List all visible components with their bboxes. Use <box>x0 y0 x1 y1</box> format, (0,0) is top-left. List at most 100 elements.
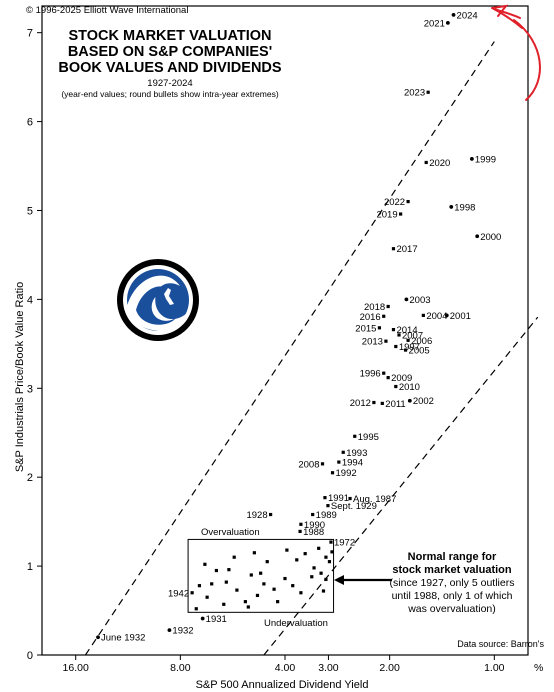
data-point <box>299 522 303 526</box>
data-point <box>394 344 398 349</box>
y-tick-label: 3 <box>27 383 33 395</box>
point-label: 2011 <box>385 399 405 410</box>
point-label: 2007 <box>402 330 423 341</box>
data-point <box>424 160 428 165</box>
normal-range-note-1: (since 1927, only 5 outliers <box>390 577 515 589</box>
chart-title: STOCK MARKET VALUATION BASED ON S&P COMP… <box>58 28 281 99</box>
data-point <box>386 304 390 309</box>
data-source: Data source: Barron's <box>457 639 544 649</box>
data-points <box>96 12 480 640</box>
data-point <box>451 12 456 17</box>
x-tick-label: 3.00 <box>318 662 339 674</box>
point-label: 2013 <box>362 337 383 348</box>
data-point <box>200 616 205 621</box>
data-point <box>298 529 302 534</box>
y-tick-label: 5 <box>27 205 33 217</box>
overvaluation-label: Overvaluation <box>201 527 260 538</box>
data-point <box>167 628 172 633</box>
copyright-text: © 1996-2025 Elliott Wave International <box>26 5 188 16</box>
highlight-2024-arrow <box>491 4 541 101</box>
cluster-point <box>317 546 321 550</box>
chart-title-line-2: BASED ON S&P COMPANIES' <box>68 44 272 60</box>
point-label: 2004 <box>426 311 447 322</box>
data-point <box>397 333 401 337</box>
y-tick-label: 7 <box>27 28 33 40</box>
data-point <box>311 512 315 517</box>
point-label: 1997 <box>399 342 420 353</box>
cluster-point <box>330 550 334 554</box>
normal-range-note-3: was overvaluation) <box>407 603 496 615</box>
data-point <box>329 540 333 544</box>
chart-title-line-1: STOCK MARKET VALUATION <box>69 28 272 44</box>
data-point <box>475 234 480 239</box>
data-point <box>403 348 408 352</box>
point-label: Aug. 1987 <box>353 494 396 505</box>
data-point <box>190 591 194 595</box>
data-point <box>353 434 357 438</box>
point-label: 1928 <box>246 510 267 521</box>
data-point <box>96 635 100 640</box>
data-point <box>341 450 345 454</box>
data-point <box>337 460 341 464</box>
data-point <box>407 398 412 403</box>
normal-range-arrow-head <box>334 575 344 585</box>
data-point <box>406 199 410 204</box>
chart-title-line-3: BOOK VALUES AND DIVIDENDS <box>58 60 281 76</box>
cluster-point <box>249 573 253 577</box>
point-label: 2005 <box>409 346 430 357</box>
cluster-point <box>321 589 326 593</box>
point-label: 2000 <box>480 232 501 243</box>
data-point <box>386 376 390 380</box>
data-point <box>269 512 273 517</box>
data-point <box>444 313 449 318</box>
point-label: 1993 <box>346 448 367 459</box>
point-label: 1931 <box>206 614 227 625</box>
valuation-band-line <box>263 316 539 656</box>
point-label: 2018 <box>364 302 385 313</box>
ewi-wave-logo <box>117 259 199 341</box>
cluster-point <box>252 551 256 555</box>
data-point <box>326 504 330 508</box>
point-label: 1994 <box>342 458 363 469</box>
data-point <box>469 157 474 161</box>
point-label: 1972 <box>334 538 355 549</box>
normal-range-title-2: stock market valuation <box>392 564 511 576</box>
x-tick-label: 16.00 <box>63 662 89 674</box>
normal-range-title-1: Normal range for <box>408 551 497 563</box>
cluster-point <box>246 605 250 609</box>
normal-range-note-2: until 1988, only 1 of which <box>392 590 513 602</box>
x-tick-label: 4.00 <box>275 662 296 674</box>
valuation-band-line <box>84 41 495 656</box>
data-point <box>323 496 327 500</box>
data-point <box>372 400 376 405</box>
data-point <box>377 326 382 330</box>
normal-range-annotation: Normal range for stock market valuation … <box>334 551 514 615</box>
y-tick-label: 4 <box>27 294 33 306</box>
cluster-point <box>327 560 332 564</box>
point-label: 2024 <box>457 10 478 21</box>
point-label: 1942 <box>168 588 189 599</box>
cluster-point <box>291 584 295 588</box>
point-label: 2020 <box>429 158 450 169</box>
cluster-point <box>324 577 328 582</box>
point-label: 2019 <box>376 210 397 221</box>
cluster-point <box>276 600 280 604</box>
data-point <box>391 247 396 251</box>
cluster-point <box>303 552 307 556</box>
y-tick-label: 0 <box>27 650 33 662</box>
data-point <box>382 371 386 375</box>
cluster-point <box>210 582 214 586</box>
x-tick-label: 8.00 <box>170 662 191 674</box>
cluster-point <box>255 593 260 598</box>
point-label: 2008 <box>298 459 319 470</box>
point-label: 1932 <box>172 626 193 637</box>
data-point <box>406 338 410 342</box>
point-label: 2015 <box>355 323 376 334</box>
cluster-point <box>265 560 269 564</box>
plot-axes: 0 1 2 3 4 5 6 7 16.00 8.00 4.00 3.00 2.00 1.00% <box>27 5 543 674</box>
data-point <box>426 90 430 94</box>
undervaluation-label: Undervaluation <box>264 618 328 629</box>
data-point <box>382 314 386 318</box>
y-tick-label: 6 <box>27 117 33 129</box>
data-point <box>320 462 325 466</box>
